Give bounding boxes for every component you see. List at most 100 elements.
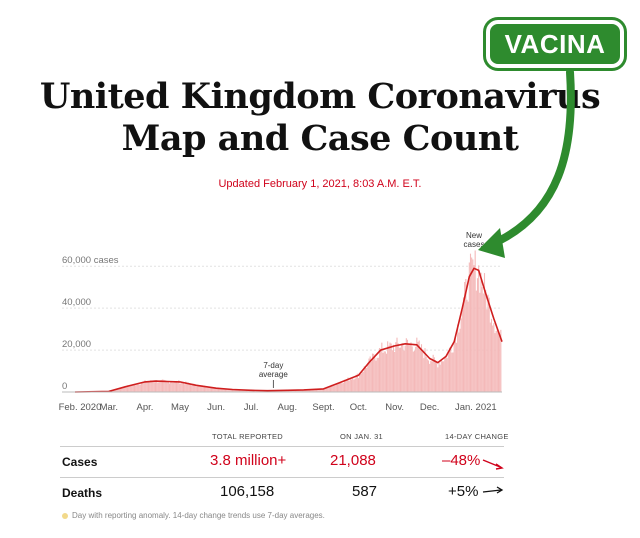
daily-case-bar [486, 309, 488, 392]
daily-case-bar [226, 389, 228, 392]
daily-case-bar [447, 350, 449, 392]
daily-case-bar [321, 389, 323, 392]
daily-case-bar [349, 378, 351, 392]
daily-case-bar [172, 382, 174, 392]
daily-case-bar [459, 328, 461, 392]
daily-case-bar [121, 387, 123, 392]
daily-case-bar [143, 381, 145, 392]
daily-case-bar [328, 386, 330, 392]
daily-case-bar [114, 389, 116, 392]
daily-case-bar [125, 386, 127, 392]
daily-case-bar [469, 253, 472, 392]
daily-case-bar [452, 352, 454, 392]
daily-case-bar [347, 377, 349, 392]
daily-case-bar [406, 339, 409, 392]
daily-case-bar [375, 360, 377, 392]
daily-case-bar [377, 357, 379, 392]
daily-case-bar [133, 384, 136, 392]
daily-case-bar [228, 389, 230, 392]
daily-case-bar [192, 383, 194, 392]
daily-case-bar [499, 334, 501, 392]
daily-case-bar [315, 389, 318, 392]
daily-case-bar [464, 281, 466, 392]
daily-case-bar [363, 366, 365, 392]
daily-case-bar [318, 388, 320, 392]
daily-case-bar [131, 385, 133, 392]
daily-case-bar [217, 388, 220, 392]
cases-trend-down-icon [482, 459, 504, 470]
header-14day-change: 14-DAY CHANGE [445, 432, 509, 441]
daily-case-bar [303, 389, 305, 392]
daily-case-bar [118, 388, 120, 392]
daily-case-bar [336, 384, 339, 392]
daily-case-bar [380, 348, 382, 392]
daily-case-bar [389, 342, 391, 392]
daily-case-bar [326, 386, 328, 392]
daily-case-bar [214, 388, 216, 392]
daily-case-bar [496, 328, 498, 392]
daily-case-bar [481, 287, 483, 392]
daily-case-bar [290, 390, 292, 392]
daily-case-bar [130, 385, 132, 392]
daily-case-bar [289, 390, 291, 392]
daily-case-bar [473, 265, 475, 392]
daily-case-bar [154, 382, 157, 392]
daily-case-bar [119, 387, 122, 392]
daily-case-bar [413, 350, 416, 392]
daily-case-bar [150, 380, 152, 392]
daily-case-bar [219, 389, 221, 392]
daily-case-bar [474, 250, 476, 392]
daily-case-bar [196, 386, 199, 392]
daily-case-bar [244, 390, 246, 392]
deaths-change: +5% [448, 483, 479, 500]
daily-case-bar [123, 387, 125, 392]
daily-case-bar [175, 380, 178, 392]
daily-case-bar [432, 354, 434, 392]
daily-case-bar [378, 348, 381, 392]
daily-case-bar [159, 380, 161, 392]
daily-case-bar [184, 384, 186, 392]
daily-case-bar [439, 364, 441, 392]
daily-case-bar [411, 346, 413, 392]
deaths-trend-up-icon [482, 486, 504, 494]
daily-case-bar [187, 382, 189, 392]
daily-case-bar [145, 382, 147, 392]
x-tick-label: Nov. [385, 402, 404, 413]
daily-case-bar [397, 343, 399, 392]
daily-case-bar [157, 382, 159, 392]
daily-case-bar [122, 387, 124, 392]
daily-case-bar [132, 384, 134, 392]
daily-case-bar [170, 382, 172, 392]
daily-case-bar [306, 389, 308, 392]
daily-case-bar [229, 389, 231, 392]
daily-case-bar [215, 388, 217, 392]
daily-case-bar [441, 361, 444, 392]
daily-case-bar [237, 389, 239, 392]
page-title-line-1: United Kingdom Coronavirus [39, 76, 601, 117]
daily-case-bar [256, 390, 258, 392]
green-arrow [486, 68, 575, 249]
daily-case-bar [331, 384, 333, 392]
daily-case-bar [194, 385, 196, 392]
daily-case-bar [153, 382, 155, 392]
daily-case-bar [342, 382, 344, 392]
daily-case-bar [437, 367, 439, 392]
daily-case-bar [356, 373, 358, 392]
daily-case-bar [301, 389, 304, 392]
daily-case-bar [361, 372, 363, 392]
daily-case-bar [209, 387, 211, 392]
daily-case-bar [467, 301, 469, 392]
daily-case-bar [166, 380, 168, 392]
daily-case-bar [422, 351, 424, 392]
daily-case-bar [167, 381, 169, 392]
daily-case-bar [179, 383, 181, 392]
daily-case-bar [478, 265, 480, 392]
daily-case-bar [171, 382, 173, 392]
daily-case-bar [489, 322, 491, 392]
daily-case-bar [243, 389, 245, 392]
daily-case-bar [233, 389, 235, 392]
daily-case-bar [429, 363, 431, 392]
daily-case-bar [392, 344, 395, 392]
daily-case-bar [345, 380, 347, 392]
daily-case-bar [139, 384, 141, 392]
